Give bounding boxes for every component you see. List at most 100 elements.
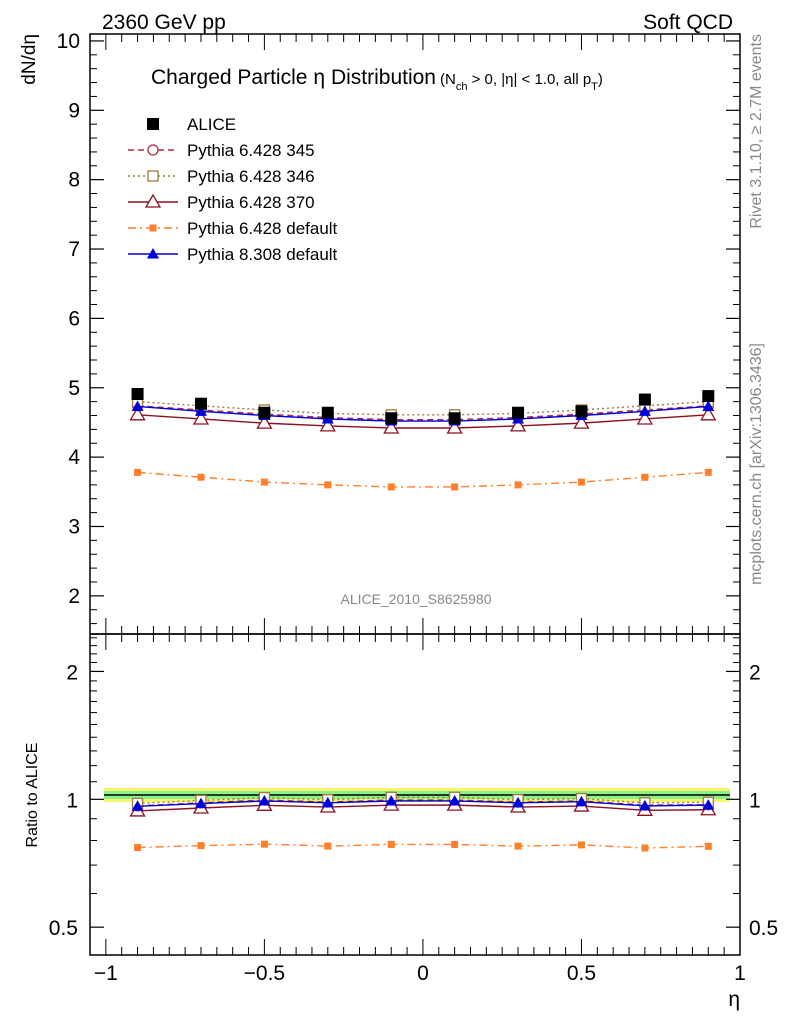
main-ytick-label: 9 — [68, 99, 80, 122]
ratio-point — [702, 799, 715, 810]
legend-marker — [147, 170, 159, 182]
legend-marker — [147, 144, 159, 156]
ratio-axis-ticks: 0.5 0.51 12 2−1 −0.5 0 0.5 1 — [49, 634, 778, 985]
ratio-point — [197, 842, 205, 850]
ratio-ytick-label: 0.5 — [49, 917, 78, 940]
ratio-point — [131, 800, 144, 811]
series-line-pythia-6-428-default — [137, 471, 709, 488]
ratio-point — [514, 842, 522, 850]
ratio-point — [194, 797, 207, 809]
ratio-point — [258, 794, 271, 806]
ratio-point — [577, 841, 585, 849]
legend-marker — [144, 193, 162, 208]
x-tick-label: −0.5 — [244, 962, 285, 985]
rivet-label: Rivet 3.1.10, ≥ 2.7M events — [748, 34, 765, 229]
data-point — [448, 412, 461, 425]
data-point — [451, 483, 459, 491]
plot-title: Charged Particle η Distribution (Nch > 0, … — [151, 66, 603, 93]
ratio-ytick-label-right: 2 — [749, 661, 761, 684]
title-cuts-sub: ch — [456, 81, 468, 93]
header-left: 2360 GeV pp — [102, 11, 226, 34]
data-point — [324, 481, 332, 489]
main-ytick-label: 3 — [68, 515, 80, 538]
main-ytick-label: 5 — [68, 377, 80, 400]
ratio-line-pythia-6-428-default — [137, 843, 709, 849]
data-point — [514, 481, 522, 489]
mcplots-label: mcplots.cern.ch [arXiv:1306.3436] — [748, 343, 765, 585]
legend-label: Pythia 6.428 346 — [187, 167, 315, 186]
main-ytick-label: 4 — [68, 446, 80, 469]
data-point — [194, 397, 207, 410]
ratio-ytick-label-right: 1 — [749, 789, 761, 812]
ratio-point — [512, 796, 525, 808]
series-line-pythia-8-308-default — [137, 405, 709, 422]
ratio-point — [321, 796, 334, 808]
ratio-line-pythia-6-428-346 — [137, 796, 709, 805]
legend-label: Pythia 6.428 345 — [187, 141, 315, 160]
data-point — [256, 414, 273, 429]
ratio-line-pythia-8-308-default — [137, 800, 709, 807]
data-point — [192, 410, 210, 425]
legend-marker — [147, 248, 159, 259]
data-point — [638, 393, 651, 406]
ratio-point — [638, 799, 651, 811]
data-point — [258, 406, 271, 419]
main-ytick-label: 7 — [68, 238, 80, 261]
data-point — [387, 483, 395, 491]
series-line-pythia-6-428-346 — [137, 400, 709, 416]
legend-label: Pythia 6.428 default — [187, 219, 338, 238]
data-point — [702, 390, 715, 403]
data-point — [700, 406, 717, 421]
title-cuts-pre: (N — [440, 71, 456, 88]
ratio-point — [385, 794, 398, 806]
analysis-id: ALICE_2010_S8625980 — [340, 591, 491, 607]
title-cuts-mid: > 0, |η| < 1.0, all p — [467, 71, 591, 88]
ratio-ytick-label: 1 — [66, 789, 78, 812]
ratio-point — [451, 840, 459, 848]
title-cuts-sub2: T — [591, 81, 598, 93]
ratio-point — [134, 844, 142, 852]
x-axis-label: η — [728, 988, 740, 1011]
main-ytick-label: 8 — [68, 169, 80, 192]
ratio-line-pythia-6-428-370 — [137, 804, 709, 812]
ratio-ytick-label: 2 — [66, 661, 78, 684]
data-point — [134, 468, 142, 476]
ratio-point — [641, 844, 649, 852]
main-ytick-label: 10 — [57, 30, 80, 53]
legend-marker — [147, 118, 159, 130]
data-point — [509, 417, 527, 432]
ratio-point — [387, 840, 395, 848]
data-point — [636, 410, 654, 425]
ratio-point — [704, 842, 712, 850]
data-point — [321, 406, 334, 419]
x-tick-label: 0 — [417, 962, 429, 985]
main-ytick-label: 2 — [68, 585, 80, 608]
data-point — [702, 400, 715, 411]
legend-label: Pythia 6.428 370 — [187, 193, 315, 212]
ratio-panel-frame — [89, 633, 741, 956]
data-point — [704, 468, 712, 476]
data-point — [575, 405, 588, 418]
data-point — [260, 478, 268, 486]
main-axis-ticks: 2 3 4 5 6 7 8 9 10 — [57, 30, 741, 634]
main-series-group — [129, 388, 717, 491]
x-tick-label: −1 — [94, 962, 118, 985]
series-line-pythia-6-428-345 — [137, 405, 709, 421]
ratio-line-pythia-6-428-345 — [137, 799, 709, 807]
data-point — [577, 478, 585, 486]
main-ytick-label: 6 — [68, 307, 80, 330]
data-point — [385, 412, 398, 425]
x-tick-label: 0.5 — [567, 962, 596, 985]
data-point — [446, 419, 463, 434]
legend: ALICE Pythia 6.428 345 Pythia 6.428 346 Pyt… — [128, 115, 338, 264]
legend-marker — [149, 224, 157, 232]
data-point — [641, 473, 649, 481]
data-point — [197, 473, 205, 481]
data-point — [383, 419, 400, 434]
ratio-point — [448, 794, 461, 806]
ratio-point — [324, 842, 332, 850]
ratio-point — [575, 795, 588, 807]
data-point — [573, 414, 590, 429]
legend-label: Pythia 8.308 default — [187, 245, 338, 264]
